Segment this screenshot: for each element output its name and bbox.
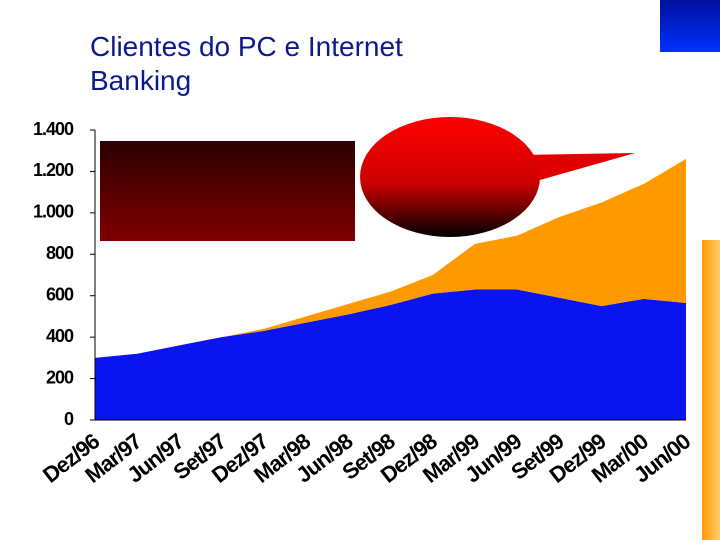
y-tick-label: 1.400 xyxy=(33,119,74,139)
decor-ellipse xyxy=(360,117,540,237)
corner-box xyxy=(660,0,720,52)
y-tick-label: 1.000 xyxy=(33,202,74,222)
y-tick-label: 0 xyxy=(64,409,74,429)
y-tick-label: 400 xyxy=(46,326,74,346)
side-bar xyxy=(702,240,720,540)
decor-box xyxy=(100,141,355,241)
callout-tail xyxy=(520,153,635,180)
area xyxy=(95,159,686,358)
y-tick-label: 600 xyxy=(46,284,74,304)
y-tick-label: 1.200 xyxy=(33,160,74,180)
y-tick-label: 800 xyxy=(46,243,74,263)
chart-title: Clientes do PC e Internet Banking xyxy=(90,31,403,96)
y-tick-label: 200 xyxy=(46,367,74,387)
area xyxy=(95,289,686,420)
